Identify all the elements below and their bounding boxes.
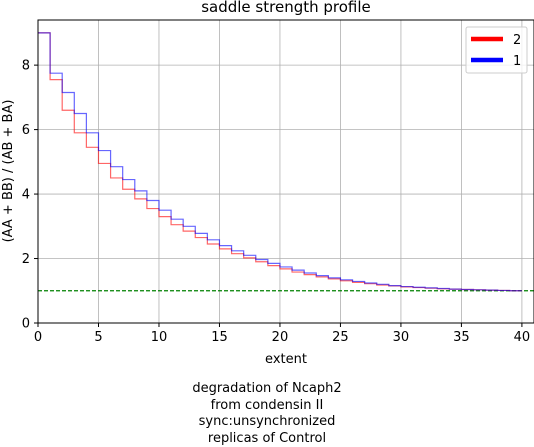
caption-line-1: degradation of Ncaph2 (192, 381, 342, 396)
x-tick-label: 0 (34, 330, 42, 345)
y-axis-label: (AA + BB) / (AB + BA) (1, 100, 16, 243)
x-axis-label: extent (265, 352, 307, 367)
gridlines (37, 20, 534, 324)
legend: 21 (465, 26, 528, 74)
y-tick-label: 4 (22, 188, 30, 203)
x-tick-label: 20 (272, 330, 289, 345)
x-tick-label: 10 (151, 330, 168, 345)
x-tick-label: 35 (453, 330, 470, 345)
plot-frame (37, 19, 534, 324)
legend-label-2: 2 (513, 33, 521, 48)
y-tick-label: 2 (22, 252, 30, 267)
axis-ticks: 0 5 10 15 20 25 30 35 40 0 2 4 6 8 (22, 59, 530, 345)
caption-line-4: replicas of Control (207, 430, 327, 446)
x-tick-label: 5 (94, 330, 102, 345)
figure-caption: degradation of Ncaph2 from condensin II … (0, 381, 534, 447)
caption-line-2: from condensin II (210, 397, 324, 413)
y-tick-label: 6 (22, 123, 30, 138)
x-tick-label: 40 (514, 330, 531, 345)
x-tick-label: 30 (393, 330, 410, 345)
x-tick-label: 15 (211, 330, 228, 345)
y-tick-label: 0 (22, 317, 30, 332)
y-tick-label: 8 (22, 59, 30, 74)
legend-label-1: 1 (513, 54, 521, 69)
series-line-1 (38, 32, 522, 292)
caption-line-3: sync:unsynchronized (198, 414, 336, 429)
series-layer (38, 32, 522, 292)
chart-title: saddle strength profile (201, 0, 371, 16)
x-tick-label: 25 (332, 330, 349, 345)
